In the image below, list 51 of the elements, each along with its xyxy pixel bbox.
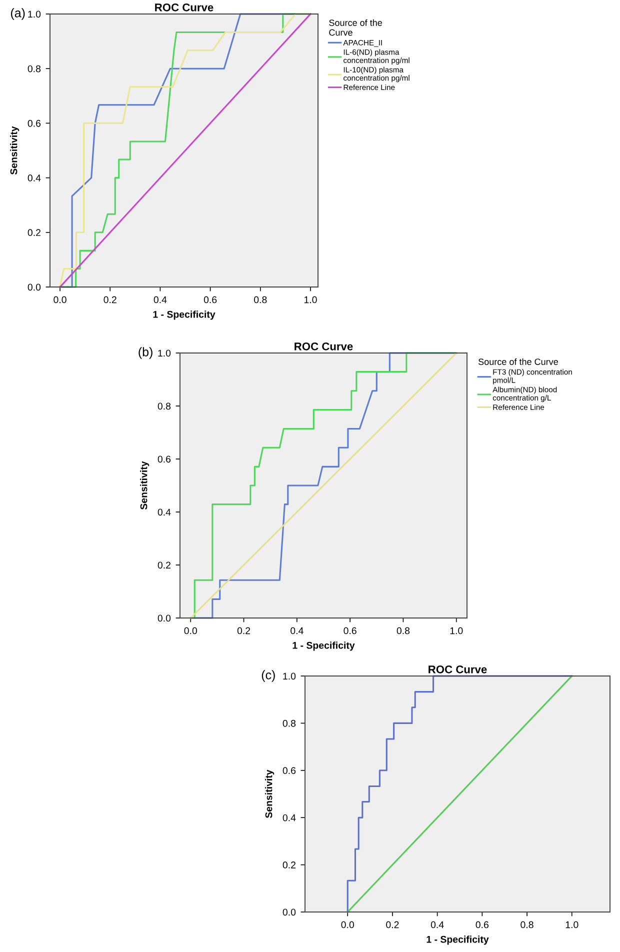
x-tick-label: 1.0 — [304, 296, 317, 304]
y-tick-label: 0.2 — [158, 562, 170, 569]
x-tick-label: 0.2 — [104, 296, 116, 304]
x-tick-label: 0.2 — [386, 921, 399, 928]
x-tick-label: 0.0 — [341, 921, 354, 928]
x-tick-label: 0.6 — [476, 921, 488, 928]
x-tick-label: 0.0 — [184, 627, 198, 634]
x-tick-label: 0.8 — [520, 921, 534, 928]
y-tick-label: 0.8 — [28, 65, 41, 72]
x-tick-label: 0.6 — [344, 627, 356, 634]
x-tick-label: 0.4 — [290, 627, 304, 634]
y-tick-label: 0.8 — [282, 720, 296, 727]
text: (b) — [138, 347, 152, 359]
text: (a) — [10, 8, 25, 20]
y-tick-label: 0.0 — [282, 908, 296, 916]
x-tick-label: 1.0 — [566, 921, 578, 928]
y-tick-label: 0.4 — [158, 508, 171, 516]
y-tick-label: 0.6 — [158, 456, 171, 463]
y-tick-label: 1.0 — [283, 672, 296, 680]
y-tick-label: 0.4 — [28, 174, 41, 182]
y-tick-label: 1.0 — [28, 10, 41, 18]
y-tick-label: 0.8 — [158, 402, 171, 410]
y-tick-label: 0.0 — [28, 284, 41, 291]
text: (c) — [262, 670, 275, 682]
x-tick-label: 0.8 — [254, 296, 267, 304]
y-tick-label: 0.2 — [282, 862, 296, 868]
x-tick-label: 0.8 — [396, 627, 410, 634]
x-tick-label: 0.2 — [237, 627, 250, 634]
legend-title: Source of the Curve — [478, 358, 558, 365]
y-tick-label: 0.0 — [158, 614, 171, 622]
x-axis-title: 1 - Specificity — [292, 642, 355, 651]
legend-title: Source of the Curve — [329, 19, 382, 36]
x-tick-label: 0.0 — [54, 296, 66, 304]
y-axis-title: Sensitivity — [140, 461, 150, 510]
y-axis-title: Sensitivity — [10, 126, 20, 175]
y-tick-label: 0.6 — [28, 120, 41, 127]
y-tick-label: 0.2 — [28, 229, 40, 236]
line-series — [346, 675, 573, 913]
x-axis-title: 1 - Specificity — [153, 310, 216, 320]
line-series — [59, 13, 312, 288]
y-tick-label: 1.0 — [158, 350, 171, 357]
chart-title: ROC Curve — [428, 665, 487, 674]
x-tick-label: 0.4 — [430, 921, 444, 928]
y-tick-label: 0.6 — [282, 767, 296, 774]
x-tick-label: 0.6 — [204, 296, 217, 304]
x-axis-title: 1 - Specificity — [426, 936, 489, 945]
y-tick-label: 0.4 — [282, 814, 296, 822]
chart-title: ROC Curve — [294, 342, 353, 350]
chart-title: ROC Curve — [155, 3, 214, 12]
y-axis-title: Sensitivity — [265, 770, 274, 818]
x-tick-label: 1.0 — [450, 627, 463, 634]
